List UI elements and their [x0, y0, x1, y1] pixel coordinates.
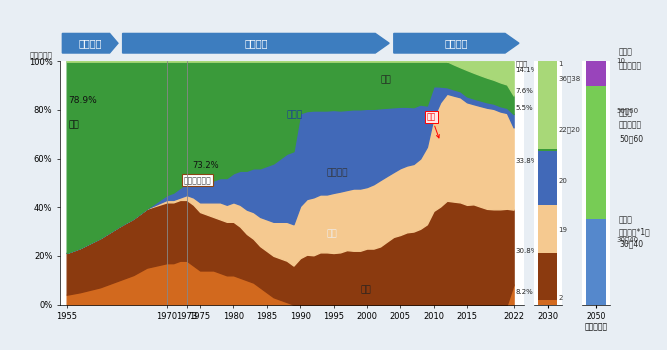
Text: 22〜20: 22〜20 [558, 127, 580, 133]
Text: 石油: 石油 [360, 285, 371, 294]
Text: （水力含）: （水力含） [619, 121, 642, 130]
FancyArrow shape [62, 34, 118, 53]
Text: 石炭: 石炭 [327, 229, 338, 238]
Text: 36〜38: 36〜38 [558, 76, 580, 82]
Text: （シェア）: （シェア） [30, 52, 53, 61]
Bar [538, 300, 558, 304]
Text: 10: 10 [616, 58, 625, 64]
Text: 50〜60: 50〜60 [619, 135, 643, 144]
Bar [538, 149, 558, 151]
Text: 脱炭素化: 脱炭素化 [445, 38, 468, 48]
Bar [586, 61, 606, 85]
Text: 19: 19 [558, 226, 567, 232]
Text: 30〜40: 30〜40 [616, 237, 638, 243]
Text: 水素・: 水素・ [619, 47, 633, 56]
Bar [538, 151, 558, 205]
Text: 73.2%: 73.2% [192, 161, 219, 170]
Text: ・火力（*1）: ・火力（*1） [619, 228, 651, 237]
Text: 30〜40: 30〜40 [619, 240, 643, 249]
Text: 50〜60: 50〜60 [616, 107, 638, 114]
Text: 水力: 水力 [380, 75, 391, 84]
Text: 原子力: 原子力 [287, 110, 303, 119]
Text: 天然ガス: 天然ガス [327, 169, 348, 177]
Text: 14.1%: 14.1% [516, 67, 538, 73]
Text: 再エネ: 再エネ [619, 108, 633, 118]
Bar [538, 253, 558, 300]
FancyArrow shape [394, 34, 519, 53]
Bar [586, 219, 606, 304]
Bar [538, 205, 558, 253]
Text: 5.5%: 5.5% [516, 105, 533, 111]
Text: 7.6%: 7.6% [516, 88, 534, 94]
Text: 原子力: 原子力 [619, 215, 633, 224]
Text: アンモニア: アンモニア [619, 61, 642, 70]
FancyArrow shape [123, 34, 389, 53]
Text: 78.9%: 78.9% [68, 96, 97, 105]
Text: 石油ショック: 石油ショック [183, 176, 211, 185]
Text: 20: 20 [558, 178, 567, 184]
Text: 2: 2 [558, 295, 563, 301]
Text: 脱石炭化: 脱石炭化 [79, 38, 102, 48]
Text: 8.2%: 8.2% [516, 288, 534, 295]
Text: 事故: 事故 [427, 113, 440, 138]
Text: 水力: 水力 [68, 120, 79, 129]
Text: 33.8%: 33.8% [516, 159, 538, 164]
Bar [586, 86, 606, 219]
Text: 30.8%: 30.8% [516, 248, 538, 254]
Text: 脱石油化: 脱石油化 [244, 38, 267, 48]
Text: 1: 1 [558, 61, 563, 67]
Text: 再エネ: 再エネ [516, 60, 528, 66]
Bar [538, 61, 558, 149]
